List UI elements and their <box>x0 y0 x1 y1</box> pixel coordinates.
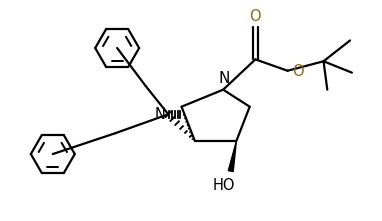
Text: HO: HO <box>213 178 235 193</box>
Text: N: N <box>154 107 165 122</box>
Text: O: O <box>292 64 304 79</box>
Text: O: O <box>249 9 261 24</box>
Text: N: N <box>218 71 230 86</box>
Polygon shape <box>228 141 236 171</box>
